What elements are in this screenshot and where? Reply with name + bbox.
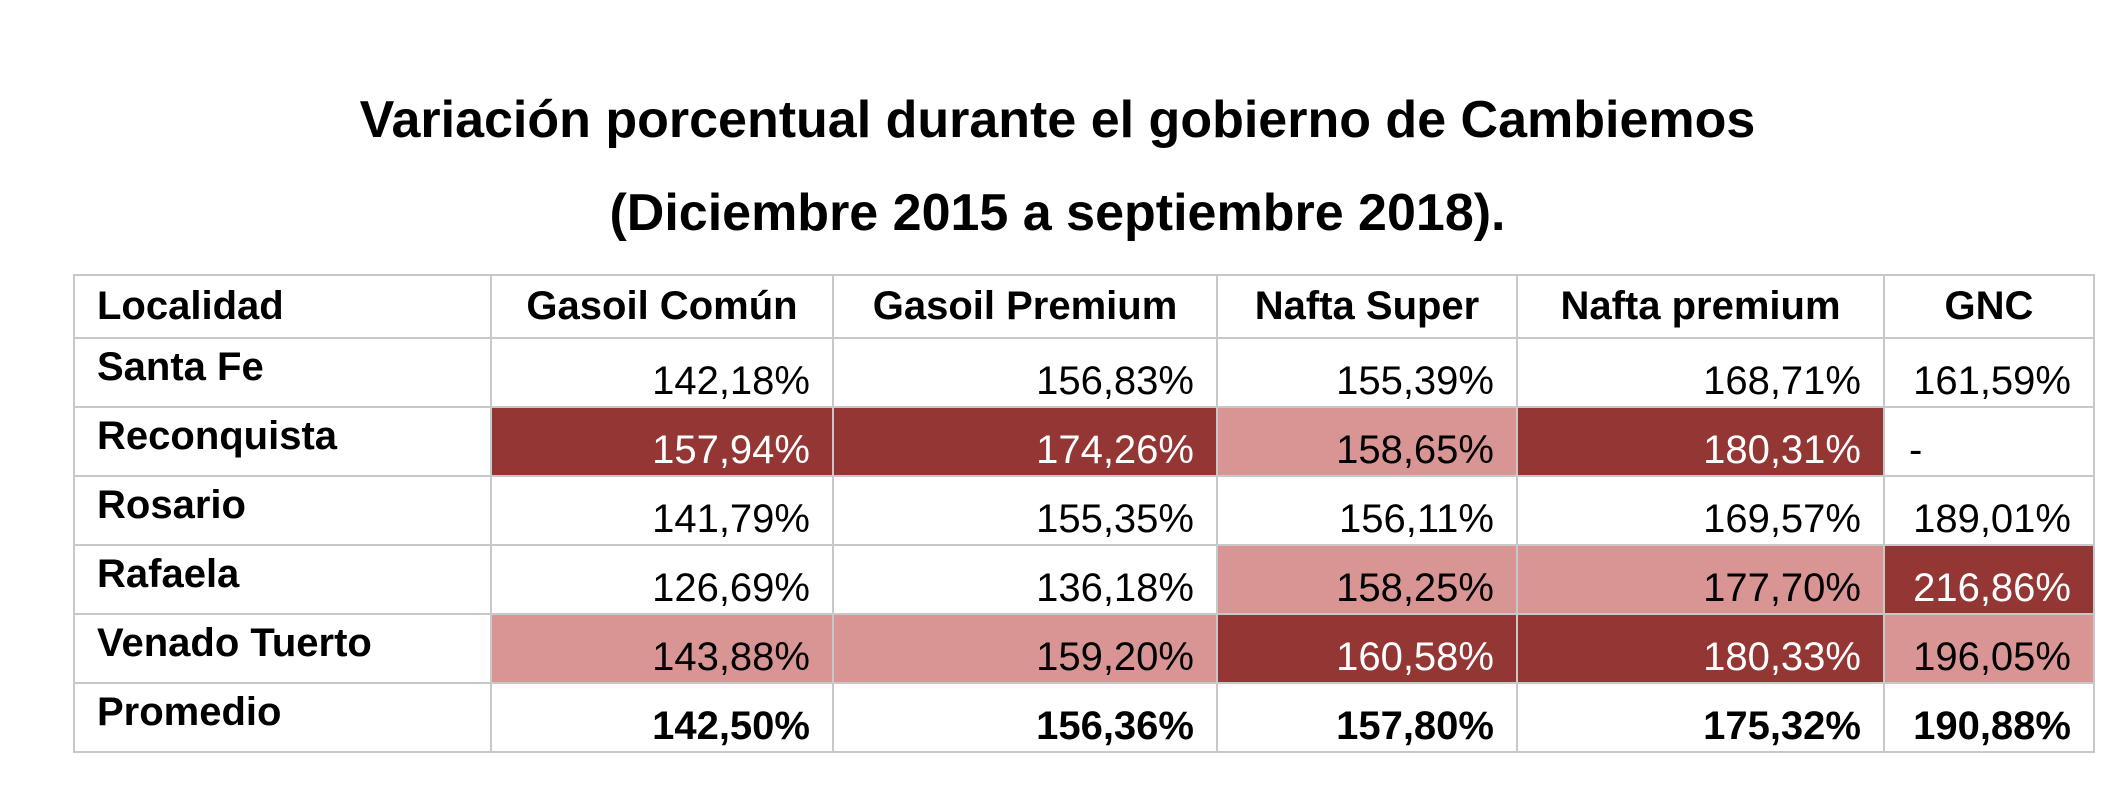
column-header-nafta-super: Nafta Super xyxy=(1216,274,1518,339)
table-cell: 156,11% xyxy=(1216,475,1518,546)
fuel-price-variation-table: Localidad Gasoil Común Gasoil Premium Na… xyxy=(73,274,2095,753)
column-header-gasoil-comun: Gasoil Común xyxy=(490,274,834,339)
table-cell: 196,05% xyxy=(1883,613,2095,684)
table-cell: 157,80% xyxy=(1216,682,1518,753)
row-label: Rafaela xyxy=(73,544,492,615)
column-header-gasoil-premium: Gasoil Premium xyxy=(832,274,1218,339)
table-cell: 168,71% xyxy=(1516,337,1885,408)
table-cell: 141,79% xyxy=(490,475,834,546)
page-subtitle: (Diciembre 2015 a septiembre 2018). xyxy=(609,184,1506,242)
table-cell: 175,32% xyxy=(1516,682,1885,753)
table-row: Rafaela 126,69% 136,18% 158,25% 177,70% … xyxy=(73,544,2095,615)
table-header-row: Localidad Gasoil Común Gasoil Premium Na… xyxy=(73,274,2095,339)
row-label: Santa Fe xyxy=(73,337,492,408)
row-label: Rosario xyxy=(73,475,492,546)
table-cell: 142,50% xyxy=(490,682,834,753)
table-cell: 158,25% xyxy=(1216,544,1518,615)
table-cell: 169,57% xyxy=(1516,475,1885,546)
table-cell: 161,59% xyxy=(1883,337,2095,408)
table-cell: 136,18% xyxy=(832,544,1218,615)
table-cell: 174,26% xyxy=(832,406,1218,477)
table-cell: 159,20% xyxy=(832,613,1218,684)
table-cell: 155,35% xyxy=(832,475,1218,546)
table-cell: 160,58% xyxy=(1216,613,1518,684)
row-label: Venado Tuerto xyxy=(73,613,492,684)
row-label: Reconquista xyxy=(73,406,492,477)
table-cell: 216,86% xyxy=(1883,544,2095,615)
table-cell: 177,70% xyxy=(1516,544,1885,615)
table-row: Santa Fe 142,18% 156,83% 155,39% 168,71%… xyxy=(73,337,2095,408)
table-cell: 190,88% xyxy=(1883,682,2095,753)
table-cell: 180,31% xyxy=(1516,406,1885,477)
table-cell: 155,39% xyxy=(1216,337,1518,408)
table-cell: 180,33% xyxy=(1516,613,1885,684)
table-cell: 189,01% xyxy=(1883,475,2095,546)
table-body: Santa Fe 142,18% 156,83% 155,39% 168,71%… xyxy=(73,337,2095,753)
table-cell: 126,69% xyxy=(490,544,834,615)
table-cell: - xyxy=(1883,406,2095,477)
average-row: Promedio 142,50% 156,36% 157,80% 175,32%… xyxy=(73,682,2095,753)
column-header-gnc: GNC xyxy=(1883,274,2095,339)
table-cell: 142,18% xyxy=(490,337,834,408)
column-header-localidad: Localidad xyxy=(73,274,492,339)
table-cell: 158,65% xyxy=(1216,406,1518,477)
table-cell: 156,36% xyxy=(832,682,1218,753)
table-row: Venado Tuerto 143,88% 159,20% 160,58% 18… xyxy=(73,613,2095,684)
row-label: Promedio xyxy=(73,682,492,753)
table-row: Rosario 141,79% 155,35% 156,11% 169,57% … xyxy=(73,475,2095,546)
page-title: Variación porcentual durante el gobierno… xyxy=(359,91,1756,149)
table-row: Reconquista 157,94% 174,26% 158,65% 180,… xyxy=(73,406,2095,477)
table-cell: 156,83% xyxy=(832,337,1218,408)
table-cell: 157,94% xyxy=(490,406,834,477)
table-cell: 143,88% xyxy=(490,613,834,684)
column-header-nafta-premium: Nafta premium xyxy=(1516,274,1885,339)
